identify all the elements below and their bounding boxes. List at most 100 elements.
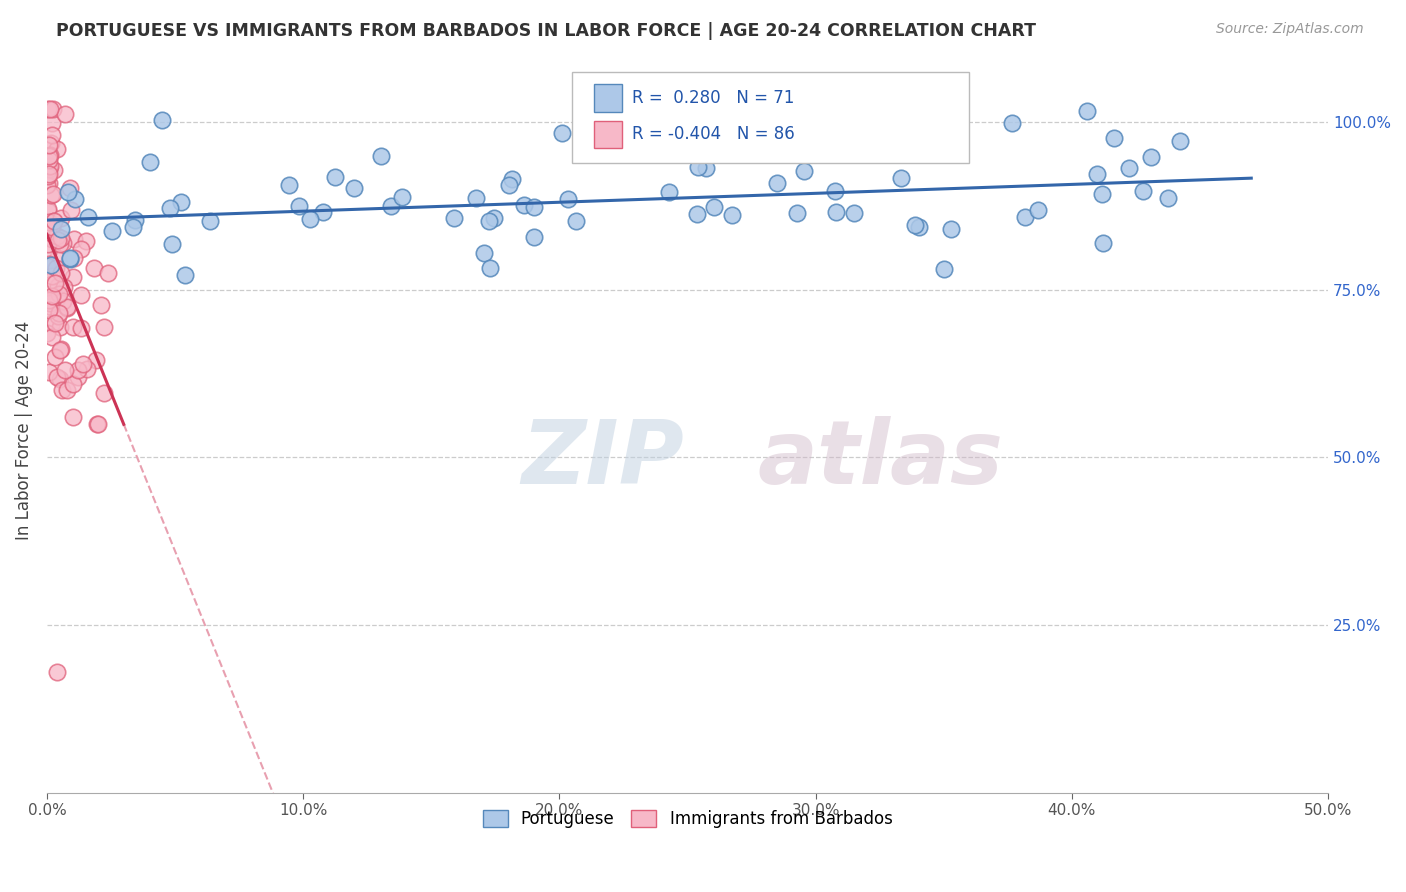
Point: [49, 231, 72, 245]
Point: [101, 223, 124, 237]
Point: [66, 363, 89, 377]
Point: [62, 251, 84, 265]
Point: [1168, 135, 1191, 149]
Text: Source: ZipAtlas.com: Source: ZipAtlas.com: [1216, 22, 1364, 37]
Point: [93, 320, 115, 334]
Text: atlas: atlas: [758, 416, 1004, 503]
Point: [501, 171, 523, 186]
Point: [824, 184, 846, 198]
Point: [38, 153, 60, 167]
Point: [1092, 235, 1115, 250]
Point: [170, 194, 193, 209]
Point: [908, 220, 931, 235]
Point: [49, 211, 72, 226]
Point: [41, 268, 63, 283]
Point: [138, 155, 160, 169]
Point: [39, 159, 62, 173]
Point: [41, 128, 63, 143]
Point: [93, 386, 115, 401]
Point: [478, 214, 501, 228]
Point: [904, 219, 927, 233]
Point: [391, 189, 413, 203]
Point: [53, 106, 76, 120]
Point: [658, 185, 681, 199]
Point: [38, 302, 60, 317]
Point: [1076, 104, 1098, 119]
Point: [38, 149, 60, 163]
Point: [288, 199, 311, 213]
Point: [551, 126, 574, 140]
Point: [121, 219, 143, 234]
Point: [343, 180, 366, 194]
Point: [48, 343, 70, 358]
Point: [325, 169, 347, 184]
Point: [786, 206, 808, 220]
Bar: [593, 120, 623, 148]
Point: [37, 169, 59, 184]
Point: [52, 235, 75, 250]
Point: [37, 237, 59, 252]
Point: [60, 203, 83, 218]
Point: [720, 208, 742, 222]
Point: [39, 296, 62, 310]
Point: [90, 298, 112, 312]
Point: [1132, 184, 1154, 198]
Point: [70, 321, 93, 335]
Point: [46, 279, 69, 293]
Point: [53, 280, 76, 294]
Legend: Portuguese, Immigrants from Barbados: Portuguese, Immigrants from Barbados: [475, 804, 900, 835]
Point: [38, 299, 60, 313]
Point: [62, 232, 84, 246]
Point: [39, 187, 62, 202]
Point: [38, 148, 60, 162]
Point: [1157, 191, 1180, 205]
Point: [37, 326, 59, 340]
Point: [1091, 186, 1114, 201]
Point: [150, 113, 173, 128]
Point: [46, 291, 69, 305]
Point: [67, 370, 90, 384]
Point: [523, 230, 546, 244]
Point: [83, 261, 105, 276]
Point: [38, 176, 60, 190]
Point: [87, 417, 110, 431]
Point: [686, 160, 709, 174]
Point: [695, 161, 717, 176]
Point: [44, 350, 66, 364]
Point: [557, 192, 579, 206]
Point: [464, 191, 486, 205]
Point: [1140, 150, 1163, 164]
Point: [44, 276, 66, 290]
Point: [86, 417, 108, 431]
Point: [443, 211, 465, 225]
Point: [1102, 131, 1125, 145]
Point: [52, 294, 75, 309]
Point: [312, 205, 335, 219]
Point: [46, 233, 69, 247]
Point: [46, 370, 69, 384]
Point: [49, 319, 72, 334]
Point: [278, 178, 301, 192]
Point: [703, 200, 725, 214]
Point: [370, 149, 392, 163]
Point: [49, 222, 72, 236]
Point: [37, 102, 59, 116]
Point: [46, 143, 69, 157]
Point: [38, 137, 60, 152]
Point: [565, 214, 588, 228]
Point: [62, 376, 84, 391]
Point: [97, 266, 120, 280]
Point: [1026, 202, 1049, 217]
Point: [124, 213, 146, 227]
Point: [59, 252, 82, 267]
Point: [53, 363, 76, 377]
Point: [55, 301, 77, 316]
Point: [478, 261, 501, 276]
Point: [63, 193, 86, 207]
Point: [56, 384, 79, 398]
Point: [37, 202, 59, 217]
Text: ZIP: ZIP: [522, 416, 683, 503]
Point: [38, 149, 60, 163]
Point: [44, 316, 66, 330]
Point: [298, 211, 321, 226]
